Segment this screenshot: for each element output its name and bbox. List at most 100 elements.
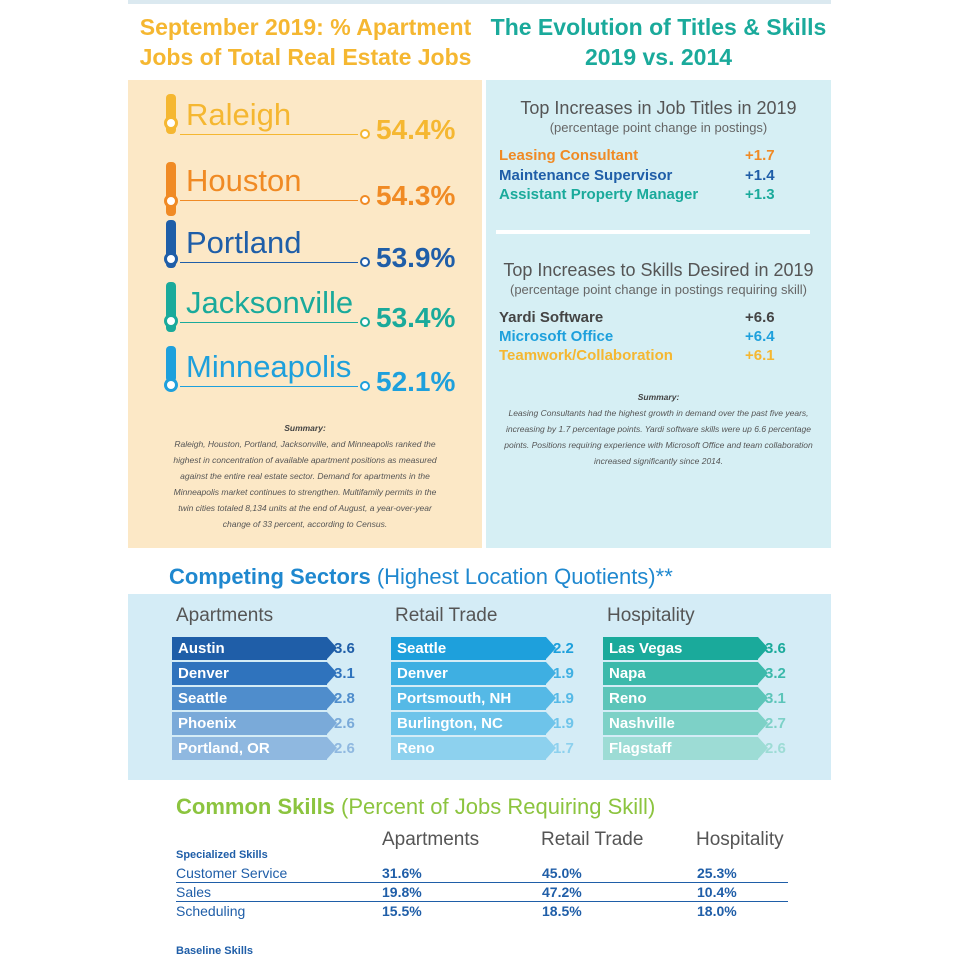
sector-item: Phoenix 2.6 bbox=[172, 712, 372, 737]
city-leader-line bbox=[180, 134, 358, 135]
sector-value: 3.6 bbox=[334, 640, 355, 657]
sector-item: Seattle 2.2 bbox=[391, 637, 591, 662]
job-title-row: Maintenance Supervisor +1.4 bbox=[499, 166, 799, 186]
competing-sectors-title: Competing Sectors (Highest Location Quot… bbox=[169, 563, 673, 591]
right-summary-title: Summary: bbox=[637, 392, 680, 402]
left-heading: September 2019: % Apartment Jobs of Tota… bbox=[128, 12, 483, 72]
skill-value: +6.1 bbox=[745, 347, 775, 364]
sector-band bbox=[603, 737, 758, 760]
city-marker-bar bbox=[166, 94, 176, 134]
job-titles-subtitle: (percentage point change in postings) bbox=[549, 120, 768, 135]
sector-value: 1.9 bbox=[553, 715, 574, 732]
job-title-value: +1.4 bbox=[745, 167, 775, 184]
sector-value: 2.8 bbox=[334, 690, 355, 707]
sector-column-header: Apartments bbox=[176, 605, 274, 626]
sector-item: Austin 3.6 bbox=[172, 637, 372, 662]
skill-value-hospitality: 25.3% bbox=[697, 865, 737, 881]
city-row: Minneapolis 52.1% bbox=[128, 346, 482, 410]
job-title-label: Leasing Consultant bbox=[499, 147, 639, 164]
city-marker-bar bbox=[166, 282, 176, 332]
skill-label: Yardi Software bbox=[499, 309, 604, 326]
city-marker-bar bbox=[166, 220, 176, 268]
sector-value: 2.6 bbox=[334, 740, 355, 757]
job-title-label: Maintenance Supervisor bbox=[499, 167, 673, 184]
common-skills-title: Common Skills (Percent of Jobs Requiring… bbox=[176, 793, 655, 821]
sector-band-arrow bbox=[758, 687, 768, 709]
sector-item: Denver 1.9 bbox=[391, 662, 591, 687]
sector-band bbox=[391, 712, 546, 735]
city-leader-dot bbox=[360, 317, 370, 327]
sector-city: Phoenix bbox=[178, 715, 237, 732]
competing-sectors-panel: Apartments Austin 3.6 Denver 3.1 Seattle 2.8 Ph… bbox=[128, 594, 831, 780]
skill-value-apartments: 15.5% bbox=[382, 903, 422, 919]
skill-label: Teamwork/Collaboration bbox=[499, 347, 673, 364]
right-summary: Summary: Leasing Consultants had the hig… bbox=[494, 389, 823, 469]
city-row: Jacksonville 53.4% bbox=[128, 282, 482, 346]
sector-value: 1.7 bbox=[553, 740, 574, 757]
skill-table-row: Sales 19.8% 47.2% 10.4% bbox=[176, 883, 788, 902]
sector-band-arrow bbox=[546, 712, 556, 734]
sector-city: Burlington, NC bbox=[397, 715, 503, 732]
job-title-value: +1.7 bbox=[745, 147, 775, 164]
sector-band-arrow bbox=[758, 712, 768, 734]
sector-item: Denver 3.1 bbox=[172, 662, 372, 687]
sector-band-arrow bbox=[758, 662, 768, 684]
sector-value: 2.7 bbox=[765, 715, 786, 732]
left-summary-line: highest in concentration of available ap… bbox=[173, 455, 437, 465]
city-leader-dot bbox=[360, 129, 370, 139]
sector-city: Seattle bbox=[178, 690, 228, 707]
sector-value: 2.6 bbox=[765, 740, 786, 757]
skill-row: Microsoft Office +6.4 bbox=[499, 327, 799, 347]
sector-column: Hospitality Las Vegas 3.6 Napa 3.2 Reno 3.1 Nas… bbox=[603, 594, 803, 780]
sector-column: Apartments Austin 3.6 Denver 3.1 Seattle 2.8 Ph… bbox=[172, 594, 372, 780]
skill-value-hospitality: 18.0% bbox=[697, 903, 737, 919]
sector-band-arrow bbox=[546, 662, 556, 684]
city-marker-bar bbox=[166, 162, 176, 216]
sector-city: Portland, OR bbox=[178, 740, 270, 757]
skill-value: +6.4 bbox=[745, 328, 775, 345]
infographic: September 2019: % Apartment Jobs of Tota… bbox=[128, 0, 831, 960]
city-marker-ring bbox=[164, 314, 178, 328]
skill-name: Scheduling bbox=[176, 903, 246, 919]
sector-city: Portsmouth, NH bbox=[397, 690, 512, 707]
city-leader-line bbox=[180, 386, 358, 387]
skill-value-retail: 18.5% bbox=[542, 903, 582, 919]
city-percent: 54.3% bbox=[376, 180, 456, 211]
skill-value-retail: 47.2% bbox=[542, 884, 582, 900]
sector-item: Portsmouth, NH 1.9 bbox=[391, 687, 591, 712]
city-leader-line bbox=[180, 322, 358, 323]
titles-skills-panel: Top Increases in Job Titles in 2019 (per… bbox=[486, 80, 831, 548]
specialized-skills-label: Specialized Skills bbox=[176, 849, 268, 861]
sector-value: 2.2 bbox=[553, 640, 574, 657]
sector-city: Napa bbox=[609, 665, 646, 682]
sector-value: 3.6 bbox=[765, 640, 786, 657]
sector-city: Flagstaff bbox=[609, 740, 672, 757]
city-name: Jacksonville bbox=[186, 285, 354, 320]
city-leader-dot bbox=[360, 195, 370, 205]
skill-value-apartments: 31.6% bbox=[382, 865, 422, 881]
left-heading-line2: Jobs of Total Real Estate Jobs bbox=[139, 44, 472, 70]
skill-value-hospitality: 10.4% bbox=[697, 884, 737, 900]
sector-band-arrow bbox=[546, 737, 556, 759]
left-summary-title: Summary: bbox=[284, 423, 326, 433]
left-summary: Summary: Raleigh, Houston, Portland, Jac… bbox=[148, 420, 462, 532]
sector-band-arrow bbox=[546, 687, 556, 709]
city-marker-bar bbox=[166, 346, 176, 382]
sector-band-arrow bbox=[546, 637, 556, 659]
top-rule bbox=[128, 0, 831, 4]
city-percent: 53.9% bbox=[376, 242, 456, 273]
panel-divider bbox=[496, 230, 810, 234]
left-summary-line: against the entire real estate sector. D… bbox=[180, 471, 430, 481]
sector-city: Las Vegas bbox=[609, 640, 683, 657]
sector-item: Reno 3.1 bbox=[603, 687, 803, 712]
sector-band bbox=[172, 687, 327, 710]
city-percent: 52.1% bbox=[376, 366, 456, 397]
sector-value: 3.1 bbox=[334, 665, 355, 682]
sector-band bbox=[172, 637, 327, 660]
skill-label: Microsoft Office bbox=[499, 328, 614, 345]
sector-band-arrow bbox=[327, 637, 337, 659]
skill-value-retail: 45.0% bbox=[542, 865, 582, 881]
sector-band bbox=[603, 712, 758, 735]
job-title-row: Assistant Property Manager +1.3 bbox=[499, 185, 799, 205]
sector-value: 3.2 bbox=[765, 665, 786, 682]
